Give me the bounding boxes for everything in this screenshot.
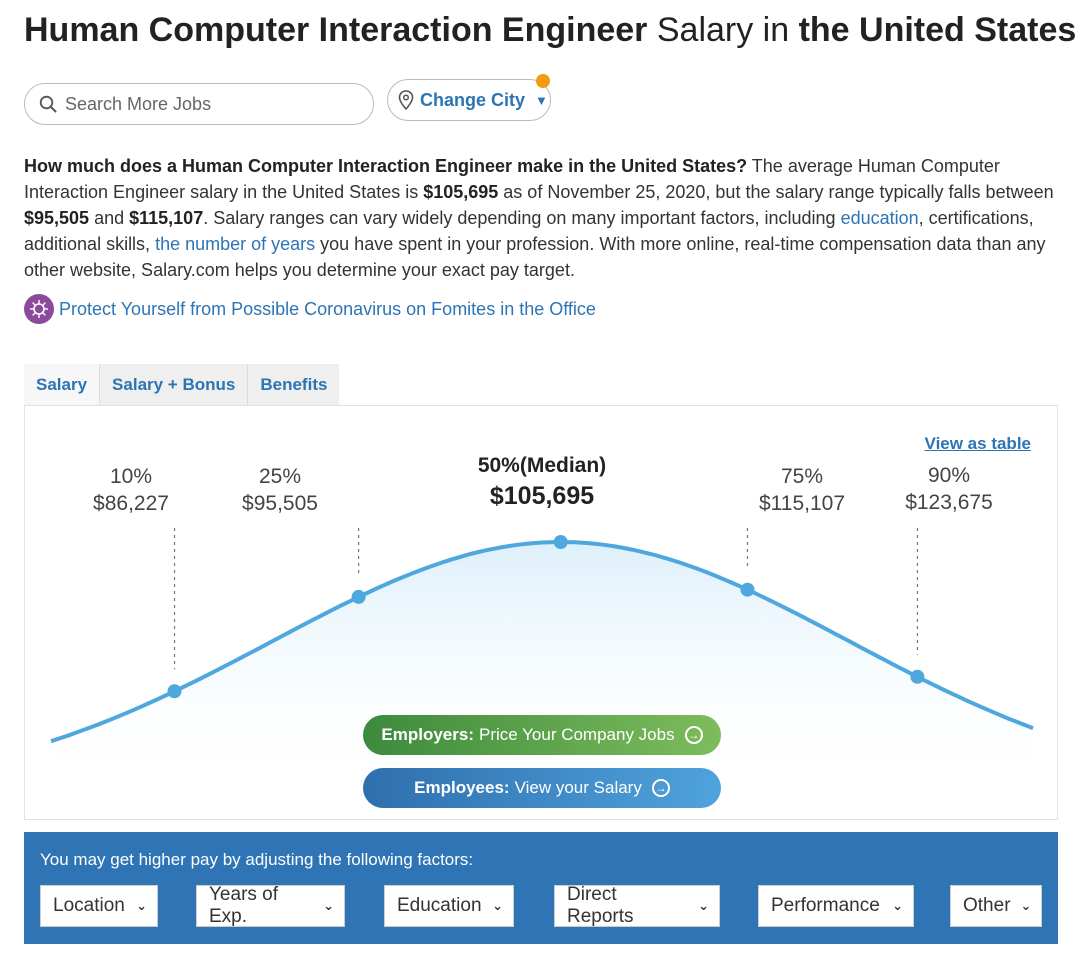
percentile-25-pct: 25%: [258, 465, 302, 488]
percentile-median-label: 50%(Median) $105,695: [462, 452, 622, 513]
years-link[interactable]: the number of years: [155, 234, 316, 254]
chevron-down-icon: ⌄: [1020, 898, 1032, 913]
percentile-75-value: $115,107: [758, 492, 846, 515]
distribution-area: [51, 542, 1033, 794]
performance-dropdown[interactable]: Performance ⌄: [758, 885, 914, 927]
caret-down-icon: ▼: [535, 92, 548, 108]
chevron-down-icon: ⌄: [698, 898, 709, 913]
location-pin-icon: [398, 90, 414, 110]
covid-notice: Protect Yourself from Possible Coronavir…: [24, 294, 596, 324]
virus-icon: [24, 294, 54, 324]
percentile-10-label: 10% $86,227: [51, 463, 211, 517]
salary-distribution-chart: [50, 528, 1034, 794]
percentile-10-pct: 10%: [109, 465, 153, 488]
salary-tabs: Salary Salary + Bonus Benefits: [24, 364, 340, 406]
tab-benefits[interactable]: Benefits: [248, 364, 340, 406]
chevron-down-icon: ⌄: [136, 898, 147, 913]
percentile-90-pct: 90%: [927, 464, 971, 487]
education-dropdown[interactable]: Education ⌄: [384, 885, 514, 927]
education-link[interactable]: education: [840, 208, 919, 228]
direct-reports-dropdown[interactable]: Direct Reports ⌄: [554, 884, 720, 927]
percentile-25-value: $95,505: [242, 492, 318, 515]
change-city-label: Change City: [420, 89, 526, 110]
search-icon: [39, 95, 57, 113]
percentile-75-label: 75% $115,107: [722, 463, 882, 517]
employees-button[interactable]: Employees: View your Salary →: [363, 768, 721, 808]
percentile-10-value: $86,227: [93, 492, 169, 515]
percentile-point: [740, 582, 755, 597]
percentile-90-value: $123,675: [905, 491, 993, 514]
search-box[interactable]: [24, 83, 374, 125]
factors-bar: You may get higher pay by adjusting the …: [24, 832, 1058, 944]
percentile-median-value: $105,695: [489, 482, 595, 510]
years-exp-dropdown[interactable]: Years of Exp. ⌄: [196, 884, 345, 927]
chevron-down-icon: ⌄: [492, 898, 503, 913]
change-city-button[interactable]: Change City ▼: [387, 74, 551, 121]
search-input[interactable]: [65, 93, 335, 115]
percentile-25-label: 25% $95,505: [200, 463, 360, 517]
percentile-point: [553, 535, 568, 549]
arrow-right-icon: →: [684, 726, 703, 744]
arrow-right-icon: →: [651, 779, 670, 797]
covid-link[interactable]: Protect Yourself from Possible Coronavir…: [59, 298, 596, 319]
chevron-down-icon: ⌄: [323, 898, 334, 913]
other-dropdown[interactable]: Other ⌄: [950, 885, 1042, 927]
chevron-down-icon: ⌄: [892, 898, 903, 913]
location-dropdown[interactable]: Location ⌄: [40, 885, 158, 927]
percentile-75-pct: 75%: [780, 465, 824, 488]
percentile-point: [351, 589, 366, 604]
salary-chart-panel: View as table 10% $86,227 25% $95,505 50…: [24, 405, 1058, 820]
tab-salary[interactable]: Salary: [24, 364, 101, 406]
percentile-point: [167, 684, 182, 699]
percentile-median-pct: 50%(Median): [477, 454, 607, 477]
notification-dot: [536, 74, 550, 88]
factors-header: You may get higher pay by adjusting the …: [40, 850, 474, 869]
salary-description: How much does a Human Computer Interacti…: [24, 156, 1054, 280]
percentile-point: [910, 669, 925, 684]
percentile-90-label: 90% $123,675: [869, 462, 1029, 516]
employers-button[interactable]: Employers: Price Your Company Jobs →: [363, 715, 721, 755]
view-as-table-link[interactable]: View as table: [924, 434, 1031, 453]
page-title: Human Computer Interaction Engineer Sala…: [24, 11, 1077, 49]
tab-salary-bonus[interactable]: Salary + Bonus: [100, 364, 249, 406]
distribution-curve: [50, 539, 1034, 744]
